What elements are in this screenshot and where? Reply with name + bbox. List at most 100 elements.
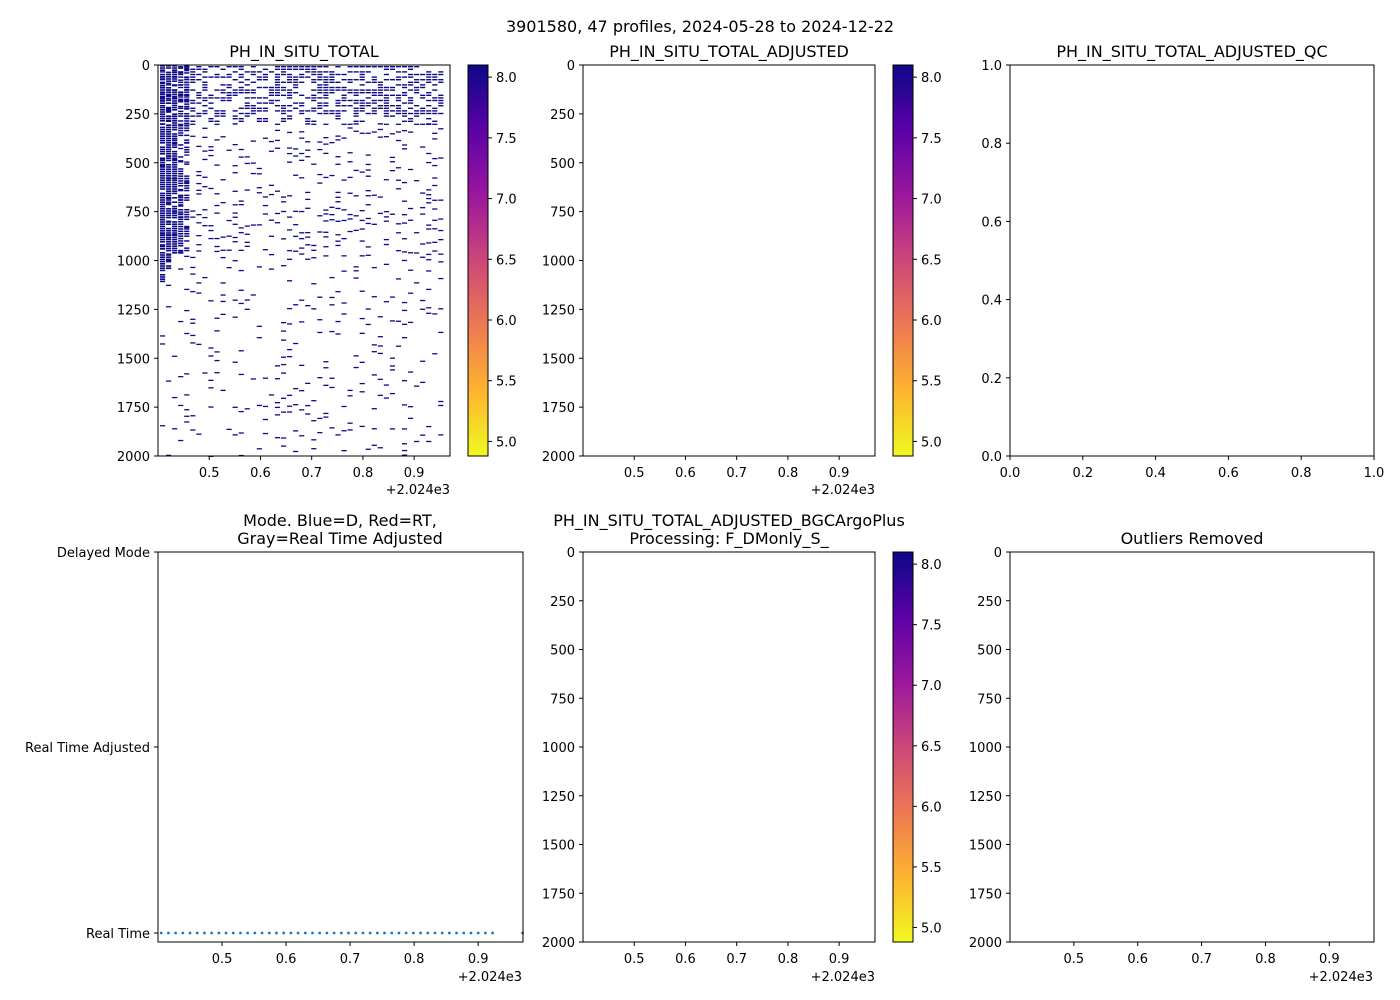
data-cell — [190, 256, 196, 259]
data-cell — [256, 79, 262, 81]
data-cell — [160, 139, 166, 142]
data-cell — [178, 228, 184, 230]
data-cell — [160, 153, 166, 155]
data-cell — [389, 369, 396, 371]
data-cell — [184, 65, 190, 67]
y-tick-label: 500 — [125, 157, 150, 172]
data-cell — [166, 267, 172, 270]
data-cell — [166, 236, 172, 239]
data-cell — [280, 322, 287, 324]
data-cell — [166, 253, 172, 255]
data-cell — [401, 130, 408, 132]
data-cell — [353, 366, 359, 369]
data-cell — [299, 81, 305, 83]
data-cell — [323, 92, 329, 94]
data-cell — [184, 177, 190, 180]
data-cell — [438, 261, 444, 263]
data-cell — [214, 317, 220, 319]
data-cell — [426, 79, 432, 81]
data-cell — [323, 79, 329, 81]
mode-point — [267, 931, 271, 935]
mode-point — [239, 931, 242, 935]
data-cell — [365, 71, 371, 73]
data-cell — [172, 153, 178, 155]
data-cell — [287, 92, 293, 94]
data-cell — [341, 86, 347, 89]
data-cell — [323, 110, 329, 112]
data-cell — [172, 120, 178, 122]
colorbar-tick-label: 7.0 — [921, 679, 942, 694]
data-cell — [293, 86, 299, 89]
data-cell — [202, 84, 208, 86]
data-cell — [166, 177, 172, 180]
data-cell — [160, 247, 166, 250]
data-cell — [178, 168, 184, 170]
data-cell — [244, 156, 250, 158]
x-axis: 0.0 0.2 0.4 0.6 0.8 1.0 — [1000, 456, 1384, 481]
panel-bgcargoplus: PH_IN_SITU_TOTAL_ADJUSTED_BGCArgoPlus Pr… — [542, 511, 942, 985]
data-cell — [395, 188, 402, 190]
data-cell — [335, 163, 341, 165]
data-cell — [178, 242, 184, 245]
data-cell — [160, 234, 166, 236]
data-cell — [293, 404, 299, 406]
x-tick-label: 0.9 — [829, 952, 850, 967]
data-cell — [202, 71, 208, 73]
data-cell — [365, 169, 371, 171]
data-cell — [256, 224, 262, 226]
data-cell — [166, 306, 172, 308]
data-cell — [280, 397, 287, 399]
colorbar-tick-label: 6.5 — [921, 253, 942, 268]
data-cell — [377, 107, 383, 109]
data-cell — [196, 66, 202, 68]
data-cell — [274, 222, 281, 224]
data-cell — [160, 210, 166, 212]
data-cell — [160, 105, 166, 107]
data-cell — [166, 183, 172, 186]
data-cell — [214, 120, 220, 122]
data-cell — [341, 405, 347, 408]
data-cell — [401, 336, 408, 339]
colorbar-tick-label: 5.0 — [921, 921, 942, 936]
data-cell — [262, 79, 268, 81]
data-cell — [190, 273, 196, 275]
data-cell — [359, 66, 365, 68]
data-cell — [353, 92, 359, 94]
data-cell — [262, 76, 268, 78]
data-cell — [166, 65, 172, 67]
data-cell — [420, 73, 426, 76]
data-cell — [432, 313, 438, 315]
data-cell — [160, 269, 166, 272]
data-cell — [172, 238, 178, 241]
data-cell — [329, 142, 335, 144]
data-cell — [371, 266, 377, 269]
data-cell — [347, 127, 353, 129]
data-cell — [287, 348, 293, 351]
data-cell — [426, 73, 432, 76]
data-cell — [178, 79, 184, 81]
data-cell — [256, 76, 262, 78]
data-cell — [160, 276, 166, 278]
data-cell — [317, 105, 323, 107]
data-cell — [172, 126, 178, 129]
data-cell — [299, 238, 305, 240]
y-tick-label: Real Time — [86, 927, 150, 942]
data-cell — [280, 68, 287, 70]
data-cell — [287, 81, 293, 83]
data-cell — [353, 355, 359, 357]
data-cell — [287, 73, 293, 76]
data-cell — [226, 149, 232, 151]
data-cell — [184, 240, 190, 242]
data-cell — [178, 98, 184, 101]
data-cell — [323, 361, 329, 363]
data-cell — [414, 73, 420, 76]
data-cell — [190, 290, 196, 293]
data-cell — [359, 391, 365, 393]
x-offset-label: +2.024e3 — [1309, 970, 1373, 985]
data-cell — [395, 278, 402, 280]
data-cell — [274, 414, 281, 416]
data-cell — [160, 157, 166, 159]
x-tick-label: 0.6 — [276, 952, 297, 967]
data-cell — [232, 361, 238, 363]
data-cell — [401, 148, 408, 150]
